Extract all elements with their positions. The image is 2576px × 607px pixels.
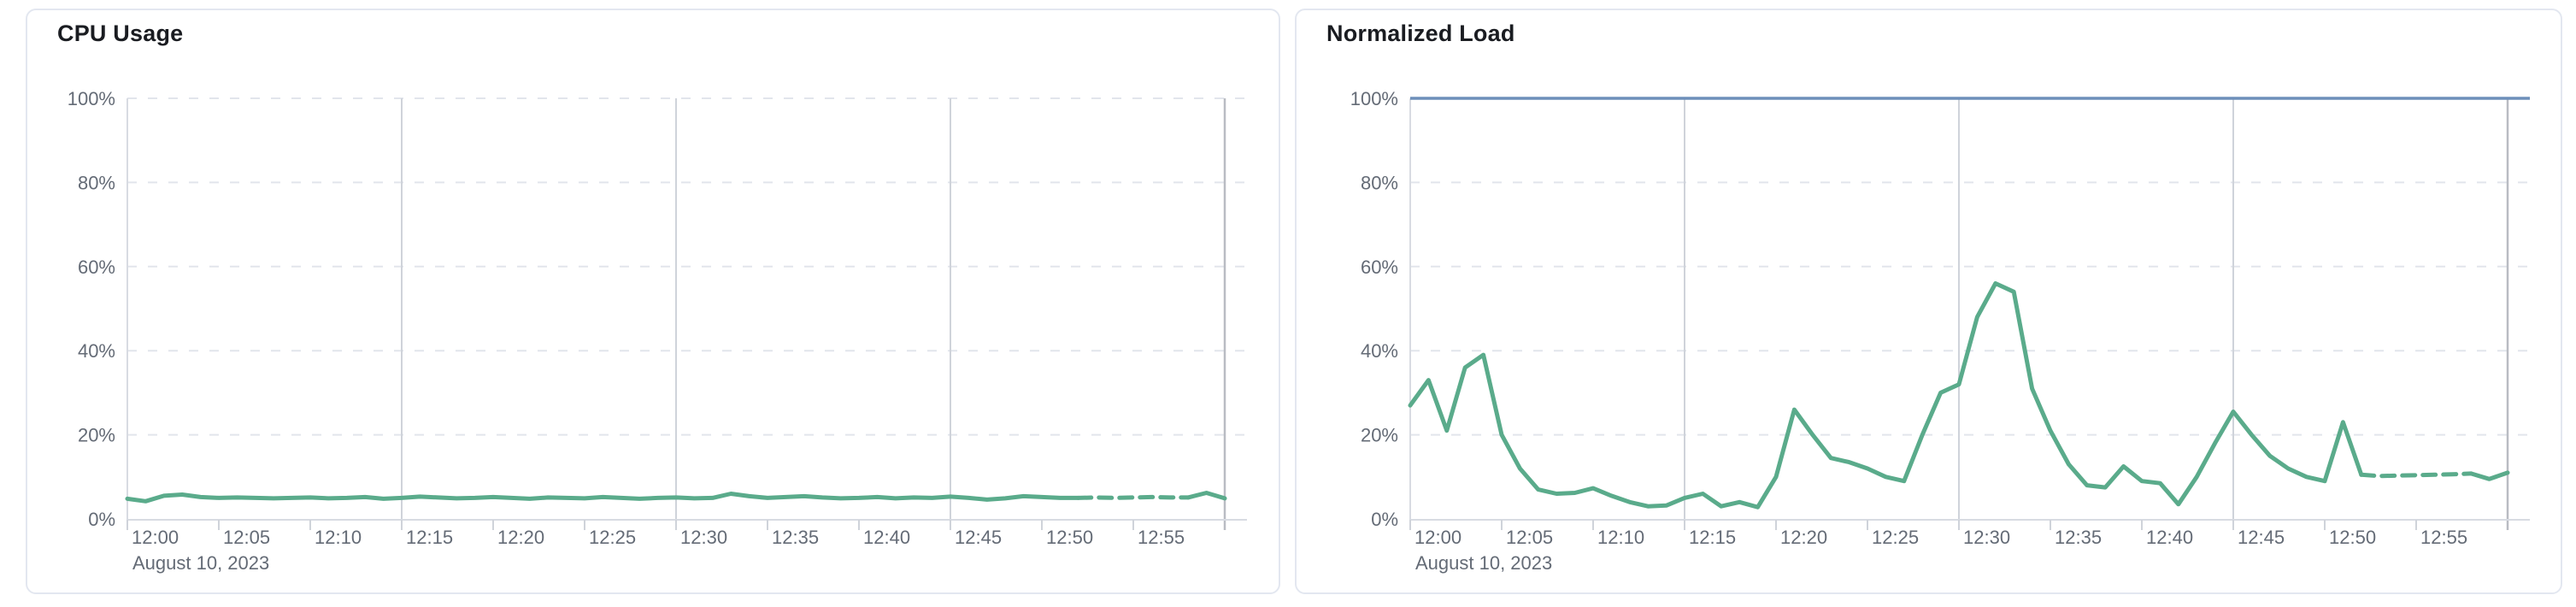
cpu-usage-title: CPU Usage (57, 21, 184, 46)
y-tick-label: 80% (1361, 172, 1398, 193)
x-tick-label: 12:50 (1046, 527, 1093, 548)
cpu-usage-chart[interactable]: 12:00 12:05 12:10 12:15 12:20 12:25 12:30 12:35… (27, 10, 1279, 592)
cpu-usage-panel: CPU Usage 12:00 12:05 12:10 12:15 12:20 12:25… (26, 9, 1280, 594)
series-line (125, 492, 1081, 504)
x-tick-label: 12:40 (863, 527, 910, 548)
x-tick-label: 12:35 (772, 527, 819, 548)
y-tick-label: 40% (1361, 340, 1398, 362)
x-tick-label: 12:45 (2238, 527, 2285, 548)
x-tick-label: 12:15 (1689, 527, 1736, 548)
x-tick-label: 12:30 (680, 527, 727, 548)
x-axis-date-label: August 10, 2023 (132, 552, 269, 574)
y-tick-label: 60% (78, 256, 115, 278)
normalized-load-title: Normalized Load (1326, 21, 1515, 46)
x-tick-label: 12:55 (1138, 527, 1185, 548)
series-line-dashed (2359, 471, 2473, 479)
x-tick-label: 12:45 (955, 527, 1002, 548)
normalized-load-chart[interactable]: 12:00 12:05 12:10 12:15 12:20 12:25 12:30 12:35… (1297, 10, 2561, 592)
x-tick-label: 12:25 (1872, 527, 1919, 548)
series-line (1185, 491, 1227, 501)
x-tick-label: 12:00 (1414, 527, 1461, 548)
x-tick-label: 12:00 (132, 527, 179, 548)
y-tick-label: 20% (78, 425, 115, 446)
x-tick-label: 12:10 (1597, 527, 1644, 548)
y-tick-label: 60% (1361, 256, 1398, 278)
x-tick-label: 12:20 (497, 527, 544, 548)
y-tick-label: 0% (88, 509, 115, 530)
x-tick-label: 12:55 (2420, 527, 2467, 548)
x-tick-label: 12:35 (2055, 527, 2102, 548)
x-tick-label: 12:40 (2146, 527, 2193, 548)
series-line-dashed (1076, 494, 1191, 500)
x-tick-label: 12:05 (223, 527, 270, 548)
x-tick-label: 12:20 (1780, 527, 1827, 548)
x-tick-label: 12:15 (406, 527, 453, 548)
x-tick-label: 12:30 (1963, 527, 2010, 548)
series-line (1408, 281, 2364, 510)
y-tick-label: 40% (78, 340, 115, 362)
x-tick-label: 12:05 (1506, 527, 1553, 548)
x-tick-label: 12:10 (315, 527, 362, 548)
x-tick-label: 12:25 (589, 527, 636, 548)
y-tick-label: 0% (1371, 509, 1398, 530)
y-tick-label: 80% (78, 172, 115, 193)
x-axis-date-label: August 10, 2023 (1415, 552, 1552, 574)
x-tick-label: 12:50 (2329, 527, 2376, 548)
y-tick-label: 100% (1350, 88, 1398, 109)
y-tick-label: 100% (68, 88, 115, 109)
y-tick-label: 20% (1361, 425, 1398, 446)
normalized-load-panel: Normalized Load 12:00 12:05 12:10 12:15 12:2… (1295, 9, 2562, 594)
series-line (2468, 470, 2510, 481)
